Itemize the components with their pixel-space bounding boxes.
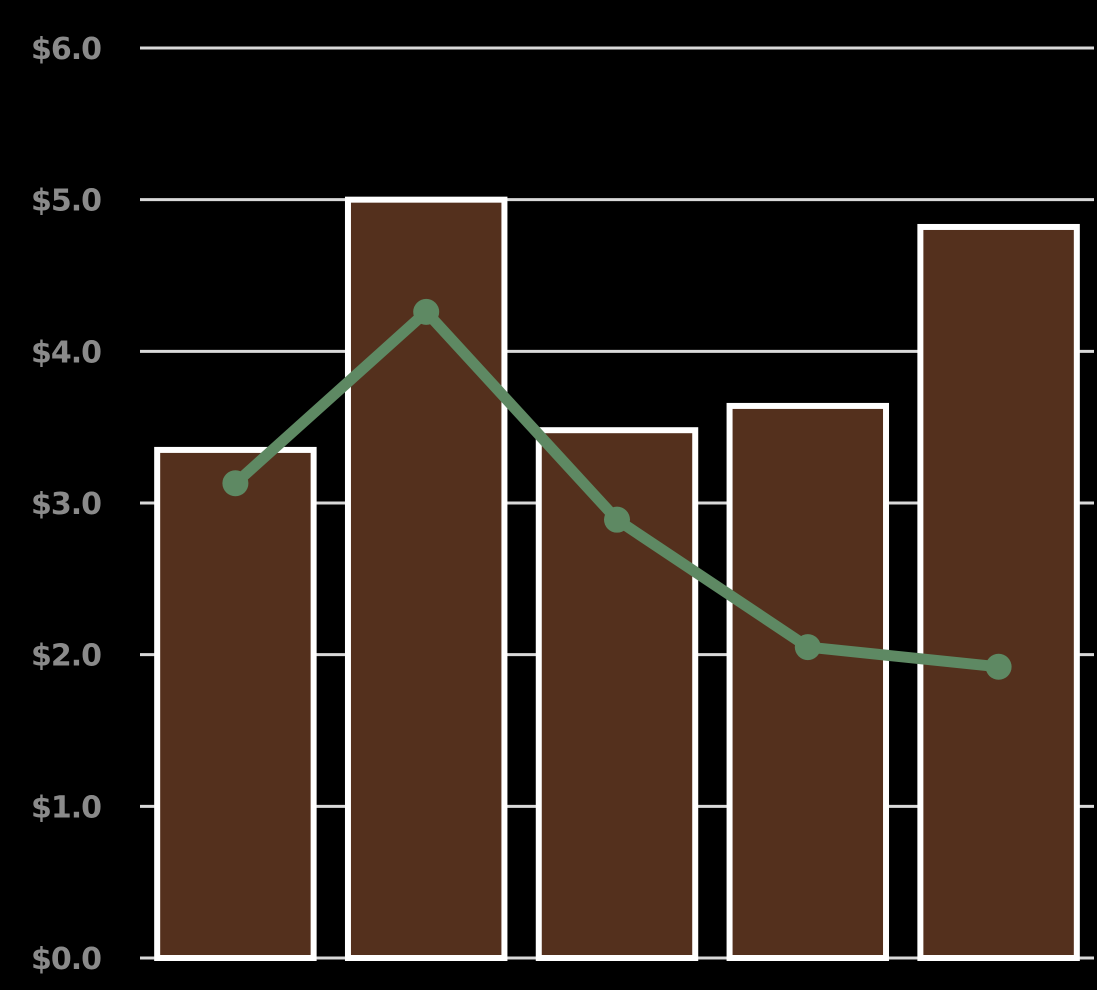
bar-4 [917, 223, 1080, 961]
y-tick-label: $2.0 [31, 639, 101, 674]
y-tick-label: $6.0 [31, 32, 101, 67]
y-tick-label: $3.0 [31, 487, 101, 522]
bar-3 [726, 402, 890, 961]
bar-series [154, 196, 1080, 961]
bar-0 [154, 446, 317, 961]
y-axis-tick-labels: $0.0 $1.0 $2.0 $3.0 $4.0 $5.0 $6.0 [31, 32, 102, 977]
bar-1 [344, 196, 508, 961]
y-tick-label: $0.0 [31, 942, 101, 977]
line-point-4 [985, 653, 1012, 680]
line-point-2 [604, 506, 630, 533]
line-series [222, 298, 1012, 680]
y-tick-label: $1.0 [31, 790, 101, 825]
line-point-3 [794, 634, 821, 661]
line-point-1 [413, 298, 440, 325]
line-point-0 [222, 470, 249, 497]
y-tick-label: $4.0 [31, 335, 101, 370]
y-tick-label: $5.0 [31, 184, 101, 219]
